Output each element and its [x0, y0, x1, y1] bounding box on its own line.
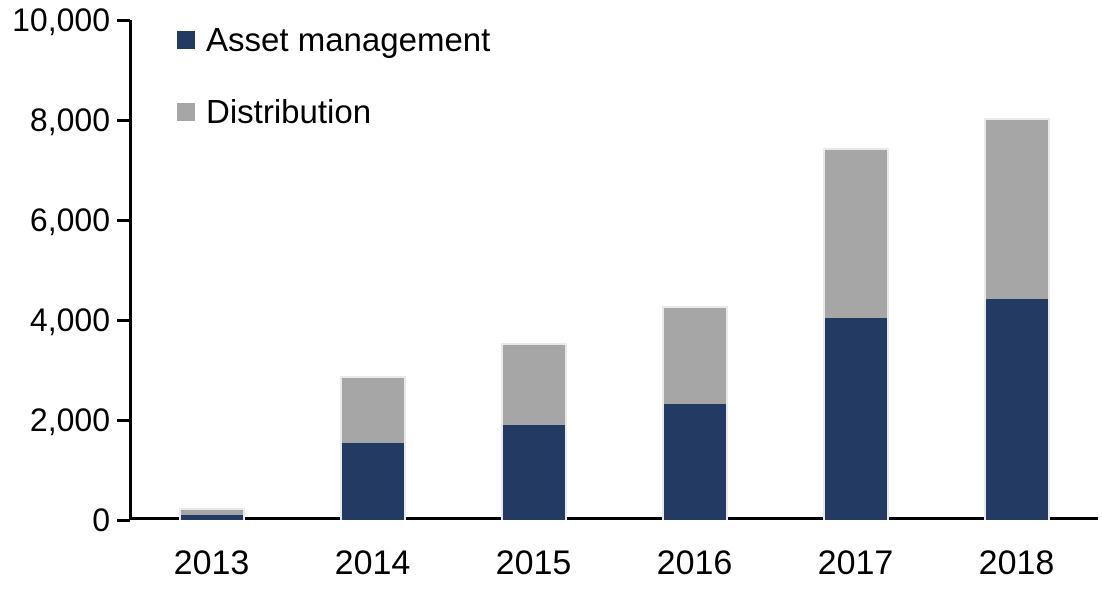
bar-2013: [178, 508, 245, 520]
bar-segment-2016-distribution: [663, 307, 726, 404]
y-axis-line: [129, 20, 132, 520]
legend-label: Asset management: [206, 21, 491, 58]
legend-label: Distribution: [206, 93, 372, 130]
y-axis-tick-label: 6,000: [29, 202, 110, 238]
y-axis-tick: [117, 418, 130, 422]
bar-segment-2015-asset-management: [502, 425, 565, 520]
legend-item-distribution: Distribution: [177, 93, 371, 131]
x-axis-label-2017: 2017: [817, 544, 894, 582]
x-axis-label-2015: 2015: [495, 544, 572, 582]
bar-segment-2017-asset-management: [824, 317, 887, 520]
bar-segment-2013-distribution: [180, 510, 243, 515]
bar-2014: [339, 375, 406, 520]
y-axis-tick-label: 0: [92, 502, 110, 538]
bar-segment-2018-distribution: [985, 120, 1048, 299]
x-axis-line: [129, 517, 1098, 520]
bar-segment-2014-asset-management: [341, 442, 404, 520]
plot-area: [131, 20, 1097, 520]
bar-2018: [983, 118, 1050, 520]
bar-segment-2016-asset-management: [663, 404, 726, 520]
y-axis-tick: [117, 518, 130, 522]
y-axis-tick-label: 4,000: [29, 302, 110, 338]
legend-swatch-icon: [177, 103, 195, 121]
legend-swatch-icon: [177, 31, 195, 49]
legend-item-asset-management: Asset management: [177, 21, 490, 59]
x-axis-label-2014: 2014: [334, 544, 411, 582]
bar-segment-2015-distribution: [502, 345, 565, 425]
y-axis-tick: [117, 18, 130, 22]
bar-2015: [500, 343, 567, 520]
bar-2017: [822, 148, 889, 520]
bar-segment-2013-asset-management: [180, 515, 243, 520]
y-axis-tick: [117, 218, 130, 222]
bar-segment-2018-asset-management: [985, 299, 1048, 520]
y-axis-tick-label: 8,000: [29, 102, 110, 138]
bar-segment-2014-distribution: [341, 377, 404, 443]
x-axis-label-2016: 2016: [656, 544, 733, 582]
y-axis-tick: [117, 318, 130, 322]
y-axis-tick: [117, 118, 130, 122]
bar-2016: [661, 305, 728, 520]
x-axis-label-2018: 2018: [978, 544, 1055, 582]
y-axis-tick-label: 10,000: [12, 2, 110, 38]
y-axis-tick-label: 2,000: [29, 402, 110, 438]
bar-segment-2017-distribution: [824, 150, 887, 318]
x-axis-label-2013: 2013: [173, 544, 250, 582]
